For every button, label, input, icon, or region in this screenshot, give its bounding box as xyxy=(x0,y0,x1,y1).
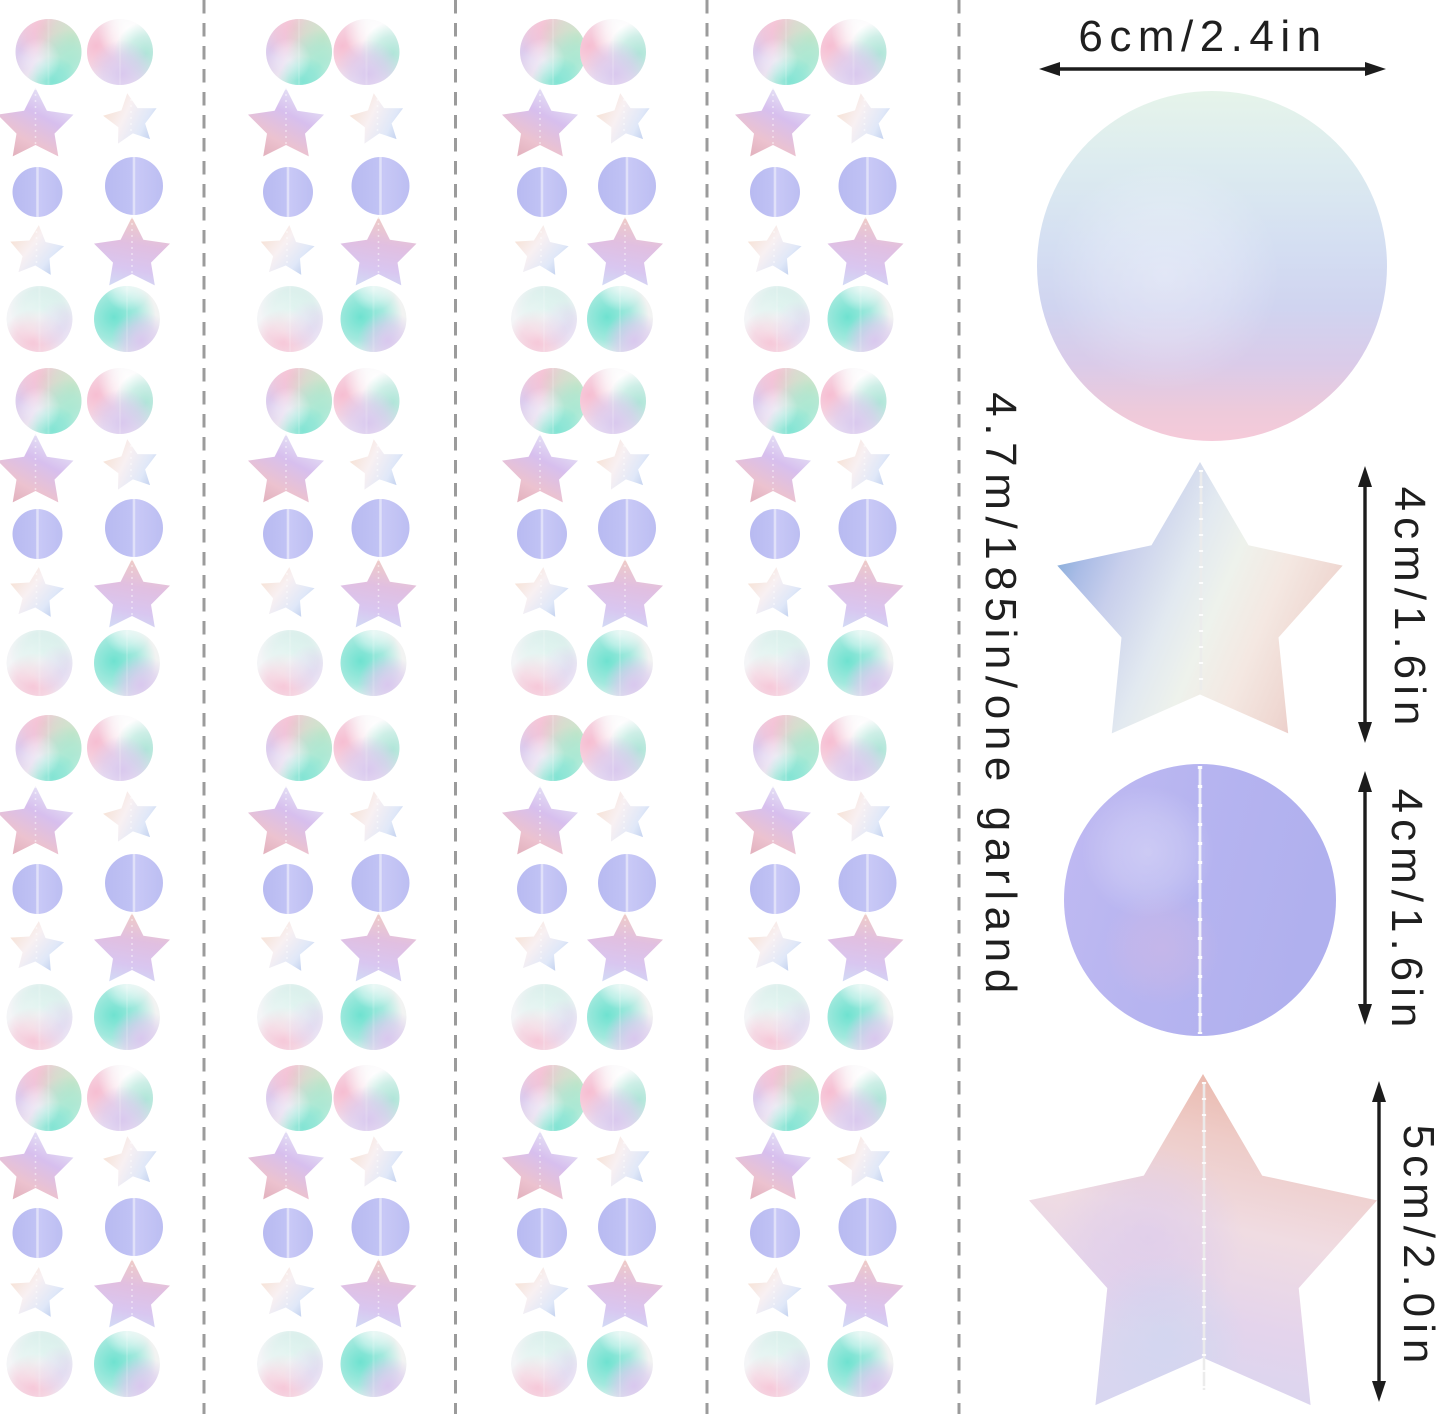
svg-text:4.7m/185in/one garland: 4.7m/185in/one garland xyxy=(976,392,1025,1000)
svg-text:4cm/1.6in: 4cm/1.6in xyxy=(1382,789,1431,1034)
svg-text:4cm/1.6in: 4cm/1.6in xyxy=(1385,487,1434,732)
svg-text:6cm/2.4in: 6cm/2.4in xyxy=(1078,12,1327,61)
svg-text:5cm/2.0in: 5cm/2.0in xyxy=(1394,1125,1443,1370)
